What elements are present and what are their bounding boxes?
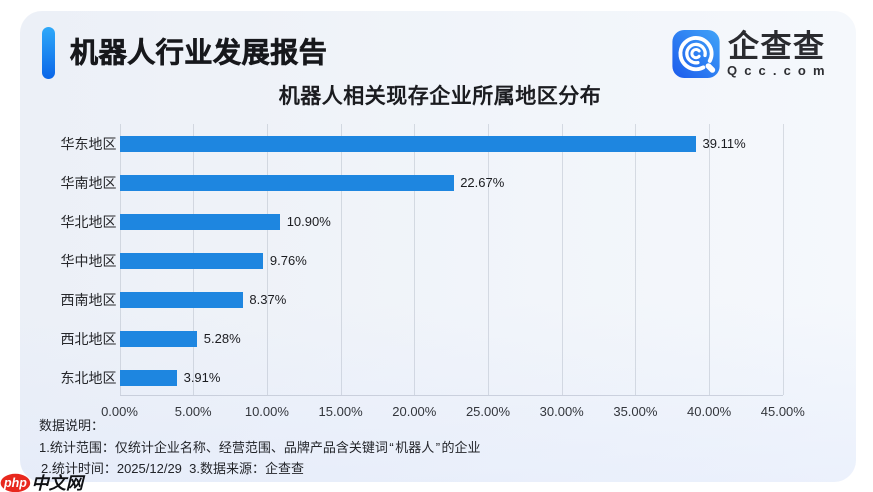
svg-text:php: php: [3, 476, 27, 490]
svg-text:中文网: 中文网: [32, 473, 86, 492]
